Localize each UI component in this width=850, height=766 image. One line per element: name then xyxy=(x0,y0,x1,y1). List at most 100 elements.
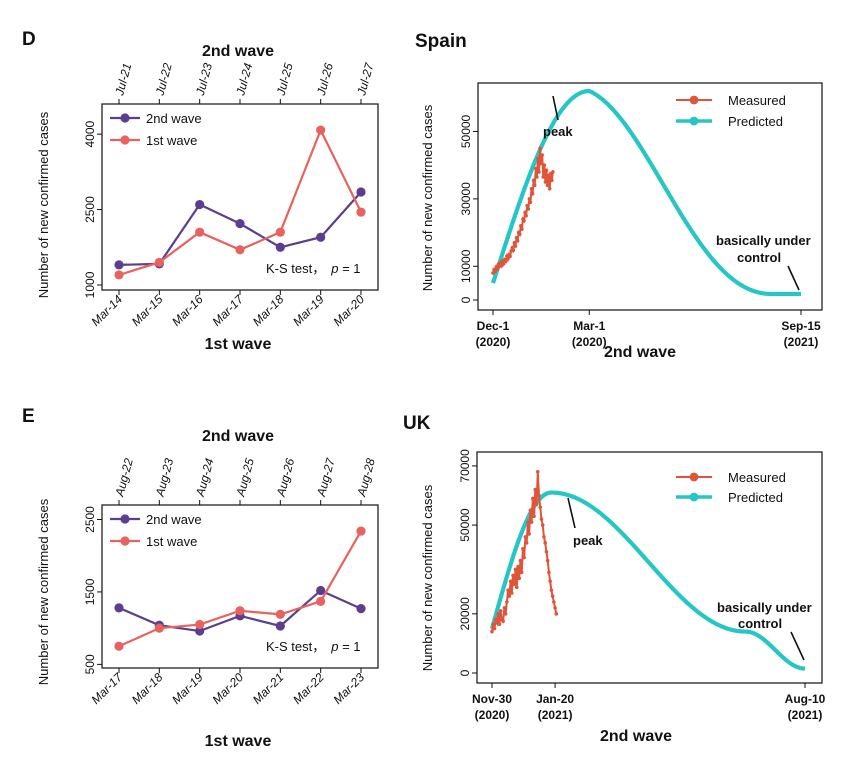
measured-point-uk xyxy=(507,594,512,598)
y-tick-label-spain: 0 xyxy=(459,296,473,303)
data-point-e-0 xyxy=(356,603,366,614)
control-label-line1-spain: basically under xyxy=(716,233,811,248)
data-point-d-0 xyxy=(195,199,205,210)
measured-point-uk xyxy=(501,619,505,624)
measured-point-spain xyxy=(531,178,536,183)
measured-point-uk xyxy=(517,576,522,581)
peak-label-spain: peak xyxy=(543,124,573,139)
measured-point-spain xyxy=(504,259,508,264)
measured-point-spain xyxy=(524,213,528,218)
data-point-e-0 xyxy=(316,585,326,596)
measured-point-spain xyxy=(515,239,520,243)
measured-point-uk xyxy=(506,588,510,592)
x-tick-label-top-e: Aug-22 xyxy=(112,456,136,498)
measured-point-spain xyxy=(544,168,549,173)
x-tick-label-top-e: Aug-26 xyxy=(273,456,297,498)
measured-point-uk xyxy=(531,496,535,501)
x-tick-label-top-e: Aug-24 xyxy=(193,456,217,498)
measured-point-uk xyxy=(548,579,552,584)
measured-point-uk xyxy=(518,558,523,563)
control-pointer-uk xyxy=(790,631,805,661)
x-tick-label-uk: Nov-30 xyxy=(472,692,512,706)
measured-point-spain xyxy=(536,156,540,161)
measured-point-spain xyxy=(522,218,526,223)
y-tick-label-d: 4000 xyxy=(83,120,97,147)
x-tick-label-bottom-d: Mar-19 xyxy=(290,292,327,329)
measured-point-uk xyxy=(508,579,513,584)
measured-point-spain xyxy=(545,183,550,188)
x-tick-label-top-d: Jul-27 xyxy=(354,60,377,97)
measured-point-uk xyxy=(511,573,515,578)
measured-point-uk xyxy=(542,535,546,539)
legend-label-d-1: 1st wave xyxy=(146,133,197,148)
measured-point-spain xyxy=(533,166,538,171)
bottom-axis-title-d: 1st wave xyxy=(205,336,272,353)
measured-point-uk xyxy=(491,622,496,626)
y-axis-label-d-left: Number of new confirmed cases xyxy=(36,111,51,298)
measured-point-uk xyxy=(526,520,530,524)
data-point-d-0 xyxy=(316,232,326,242)
data-point-d-0 xyxy=(356,187,366,197)
data-point-d-1 xyxy=(316,125,326,135)
measured-point-uk xyxy=(497,622,502,626)
measured-point-spain xyxy=(525,203,530,208)
country-title-spain: Spain xyxy=(415,31,467,52)
x-tick-label-spain: Dec-1 xyxy=(477,319,510,333)
measured-point-uk xyxy=(534,502,539,507)
measured-point-uk xyxy=(492,626,497,631)
data-point-e-1 xyxy=(195,619,205,630)
bottom-axis-title-e: 1st wave xyxy=(205,733,272,750)
measured-point-spain xyxy=(506,257,510,261)
data-point-e-1 xyxy=(114,641,124,651)
measured-point-spain xyxy=(508,254,512,258)
measured-point-uk xyxy=(543,541,547,545)
ks-test-label-d: K-S test， p = 1 xyxy=(266,261,361,276)
measured-point-spain xyxy=(501,261,506,266)
data-point-d-0 xyxy=(114,260,124,270)
measured-point-uk xyxy=(516,564,520,569)
measured-point-uk xyxy=(502,606,507,610)
plot-frame-spain xyxy=(477,82,823,311)
timeseries-chart-spain: 0 10000 30000 50000 Dec-1 (2020) Mar-1 (2020) Se… xyxy=(459,82,823,349)
measured-point-uk xyxy=(547,570,551,575)
x-tick-label-spain: Mar-1 xyxy=(573,319,605,333)
measured-point-spain xyxy=(517,232,522,237)
x-tick-year-spain: (2020) xyxy=(572,335,607,349)
data-point-e-1 xyxy=(154,623,164,633)
predicted-curve-spain xyxy=(490,88,803,297)
measured-point-uk xyxy=(509,591,514,595)
x-axis-title-spain: 2nd wave xyxy=(604,344,676,361)
x-tick-label-bottom-d: Mar-15 xyxy=(129,292,166,329)
measured-point-uk xyxy=(538,505,543,510)
measured-point-spain xyxy=(542,163,547,167)
x-tick-label-bottom-e: Mar-22 xyxy=(290,670,327,707)
y-axis-label-spain: Number of new confirmed cases xyxy=(420,104,435,291)
y-tick-label-uk: 20000 xyxy=(458,597,472,631)
measured-point-uk xyxy=(539,517,544,521)
data-point-d-1 xyxy=(195,227,205,237)
measured-point-spain xyxy=(526,207,531,211)
peak-pointer-spain xyxy=(552,95,559,121)
data-point-d-1 xyxy=(235,245,245,255)
x-tick-label-bottom-e: Mar-19 xyxy=(169,670,206,707)
legend-marker-d-0 xyxy=(120,113,130,123)
y-tick-label-e: 2500 xyxy=(83,506,97,533)
x-tick-label-bottom-d: Mar-20 xyxy=(330,292,367,329)
y-axis-label-e-left: Number of new confirmed cases xyxy=(36,498,51,685)
measured-point-uk xyxy=(545,558,550,563)
x-tick-year-uk: (2020) xyxy=(475,708,510,722)
legend-marker-d-1 xyxy=(120,135,130,145)
measured-point-uk xyxy=(554,612,559,616)
x-tick-label-top-d: Jul-24 xyxy=(233,61,255,97)
measured-point-uk xyxy=(532,514,536,519)
measured-point-spain xyxy=(527,197,532,201)
country-title-uk: UK xyxy=(403,413,431,434)
measured-point-spain xyxy=(529,186,534,191)
measured-point-uk xyxy=(522,555,526,560)
x-tick-label-top-d: Jul-23 xyxy=(193,61,215,97)
x-tick-label-top-d: Jul-22 xyxy=(152,61,174,97)
y-tick-label-d: 1000 xyxy=(83,271,97,298)
top-axis-title-e: 2nd wave xyxy=(202,428,274,445)
